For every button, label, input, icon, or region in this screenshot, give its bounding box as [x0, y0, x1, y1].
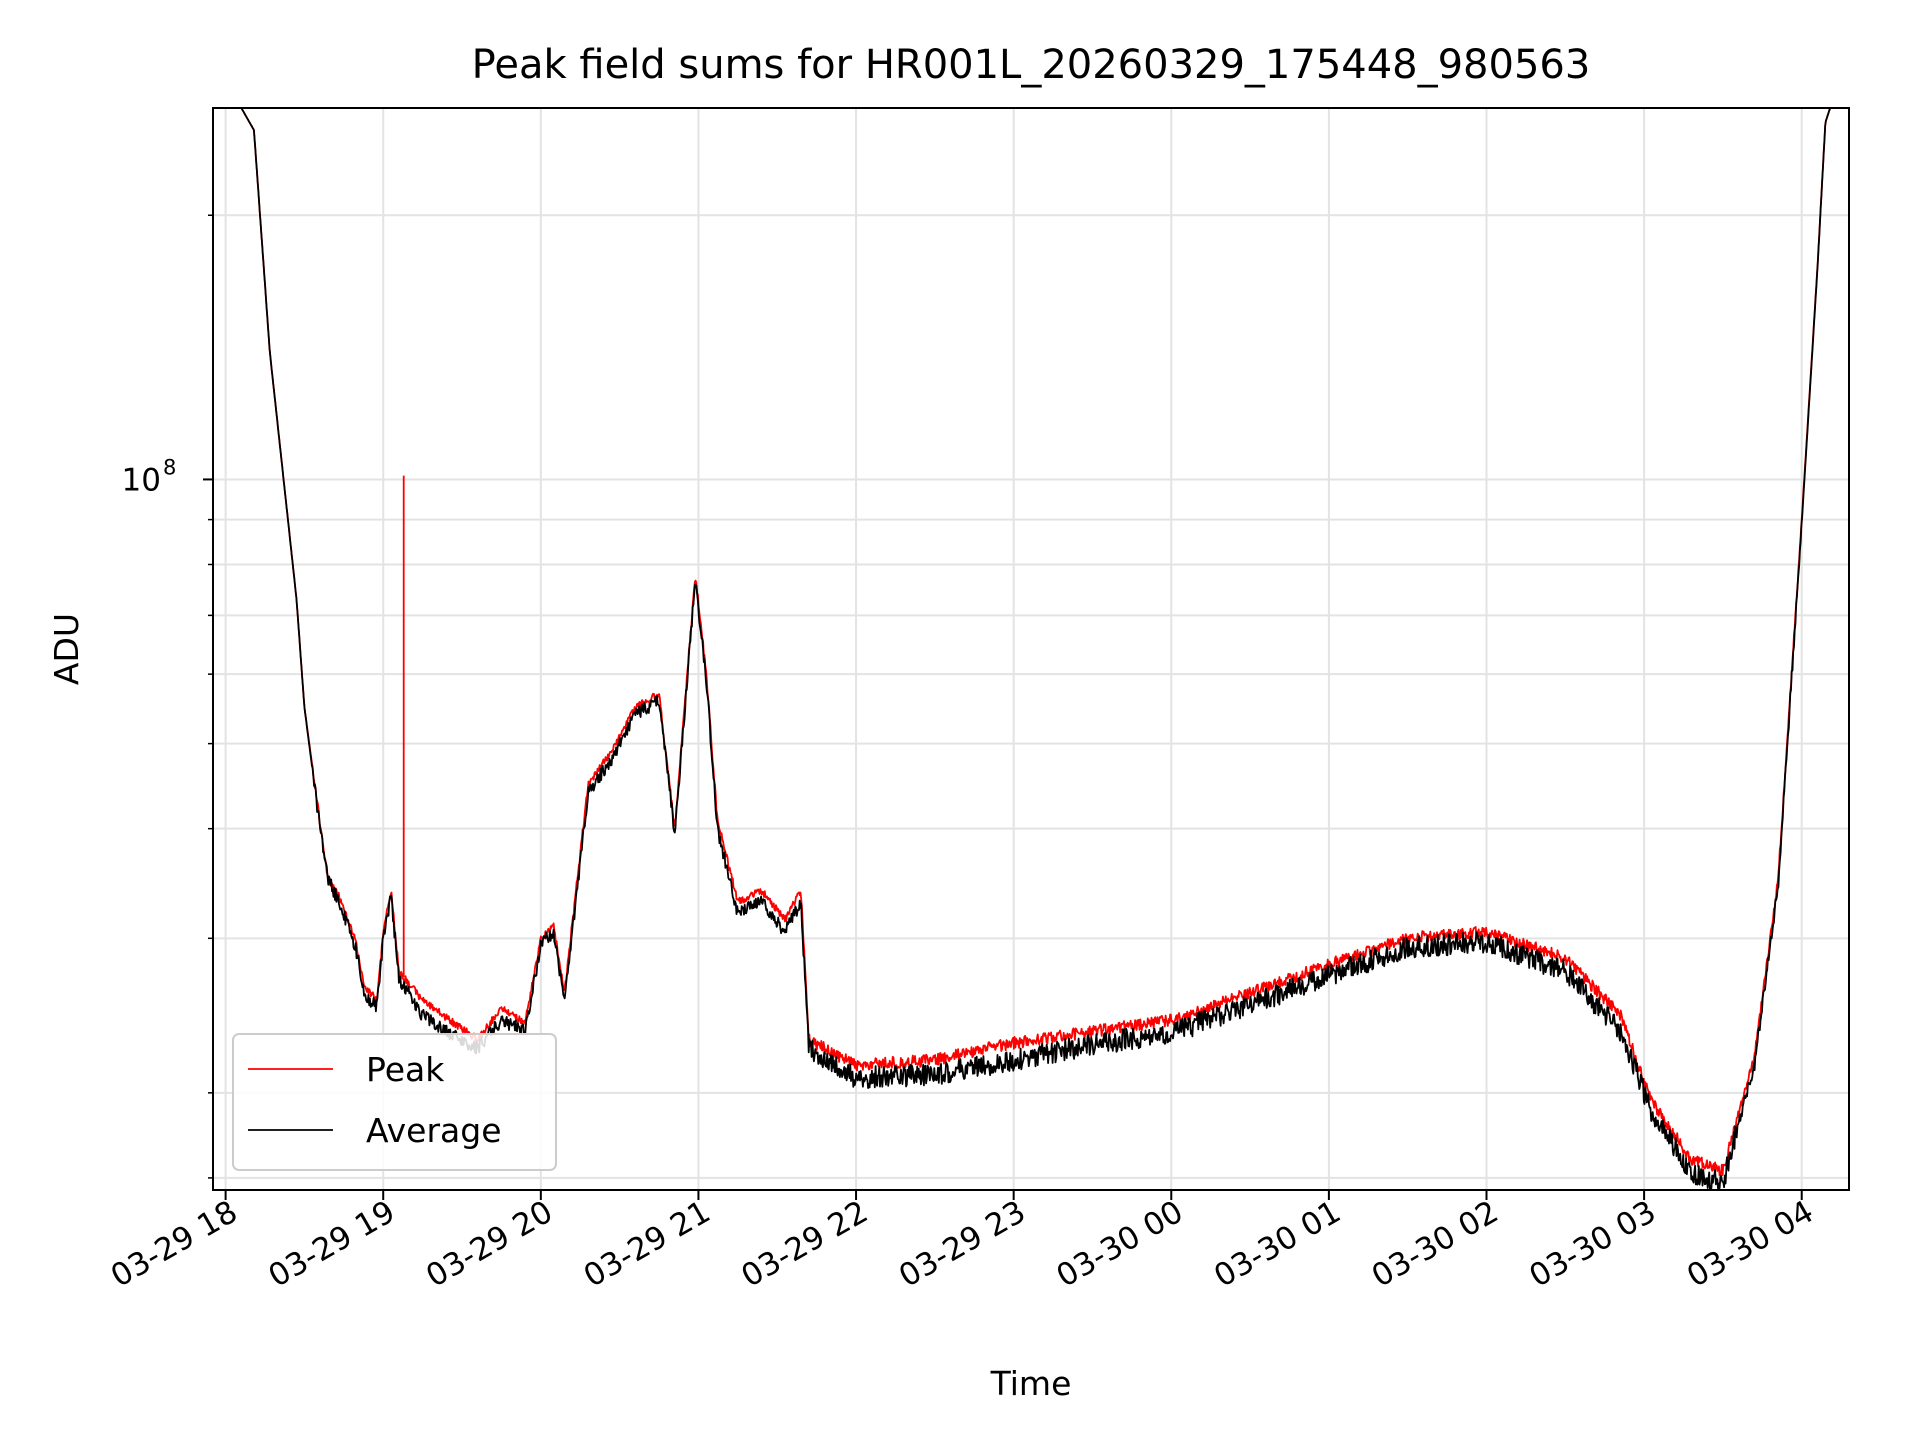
- legend-label-average: Average: [366, 1111, 502, 1150]
- x-axis-label: Time: [990, 1364, 1072, 1403]
- series-line-peak: [213, 108, 1849, 1177]
- legend-box: [232, 1033, 557, 1171]
- legend: Peak Average: [232, 1033, 557, 1171]
- y-axis-label: ADU: [47, 613, 86, 685]
- y-tick-label-exponent: 8: [163, 455, 176, 479]
- plot-frame: [212, 107, 1850, 1191]
- y-axis-ticks: 10 8: [122, 214, 213, 1179]
- grid: [213, 108, 1849, 1190]
- y-tick-label: 10: [122, 462, 161, 498]
- legend-label-peak: Peak: [366, 1050, 445, 1089]
- chart-title: Peak field sums for HR001L_20260329_1754…: [472, 42, 1591, 88]
